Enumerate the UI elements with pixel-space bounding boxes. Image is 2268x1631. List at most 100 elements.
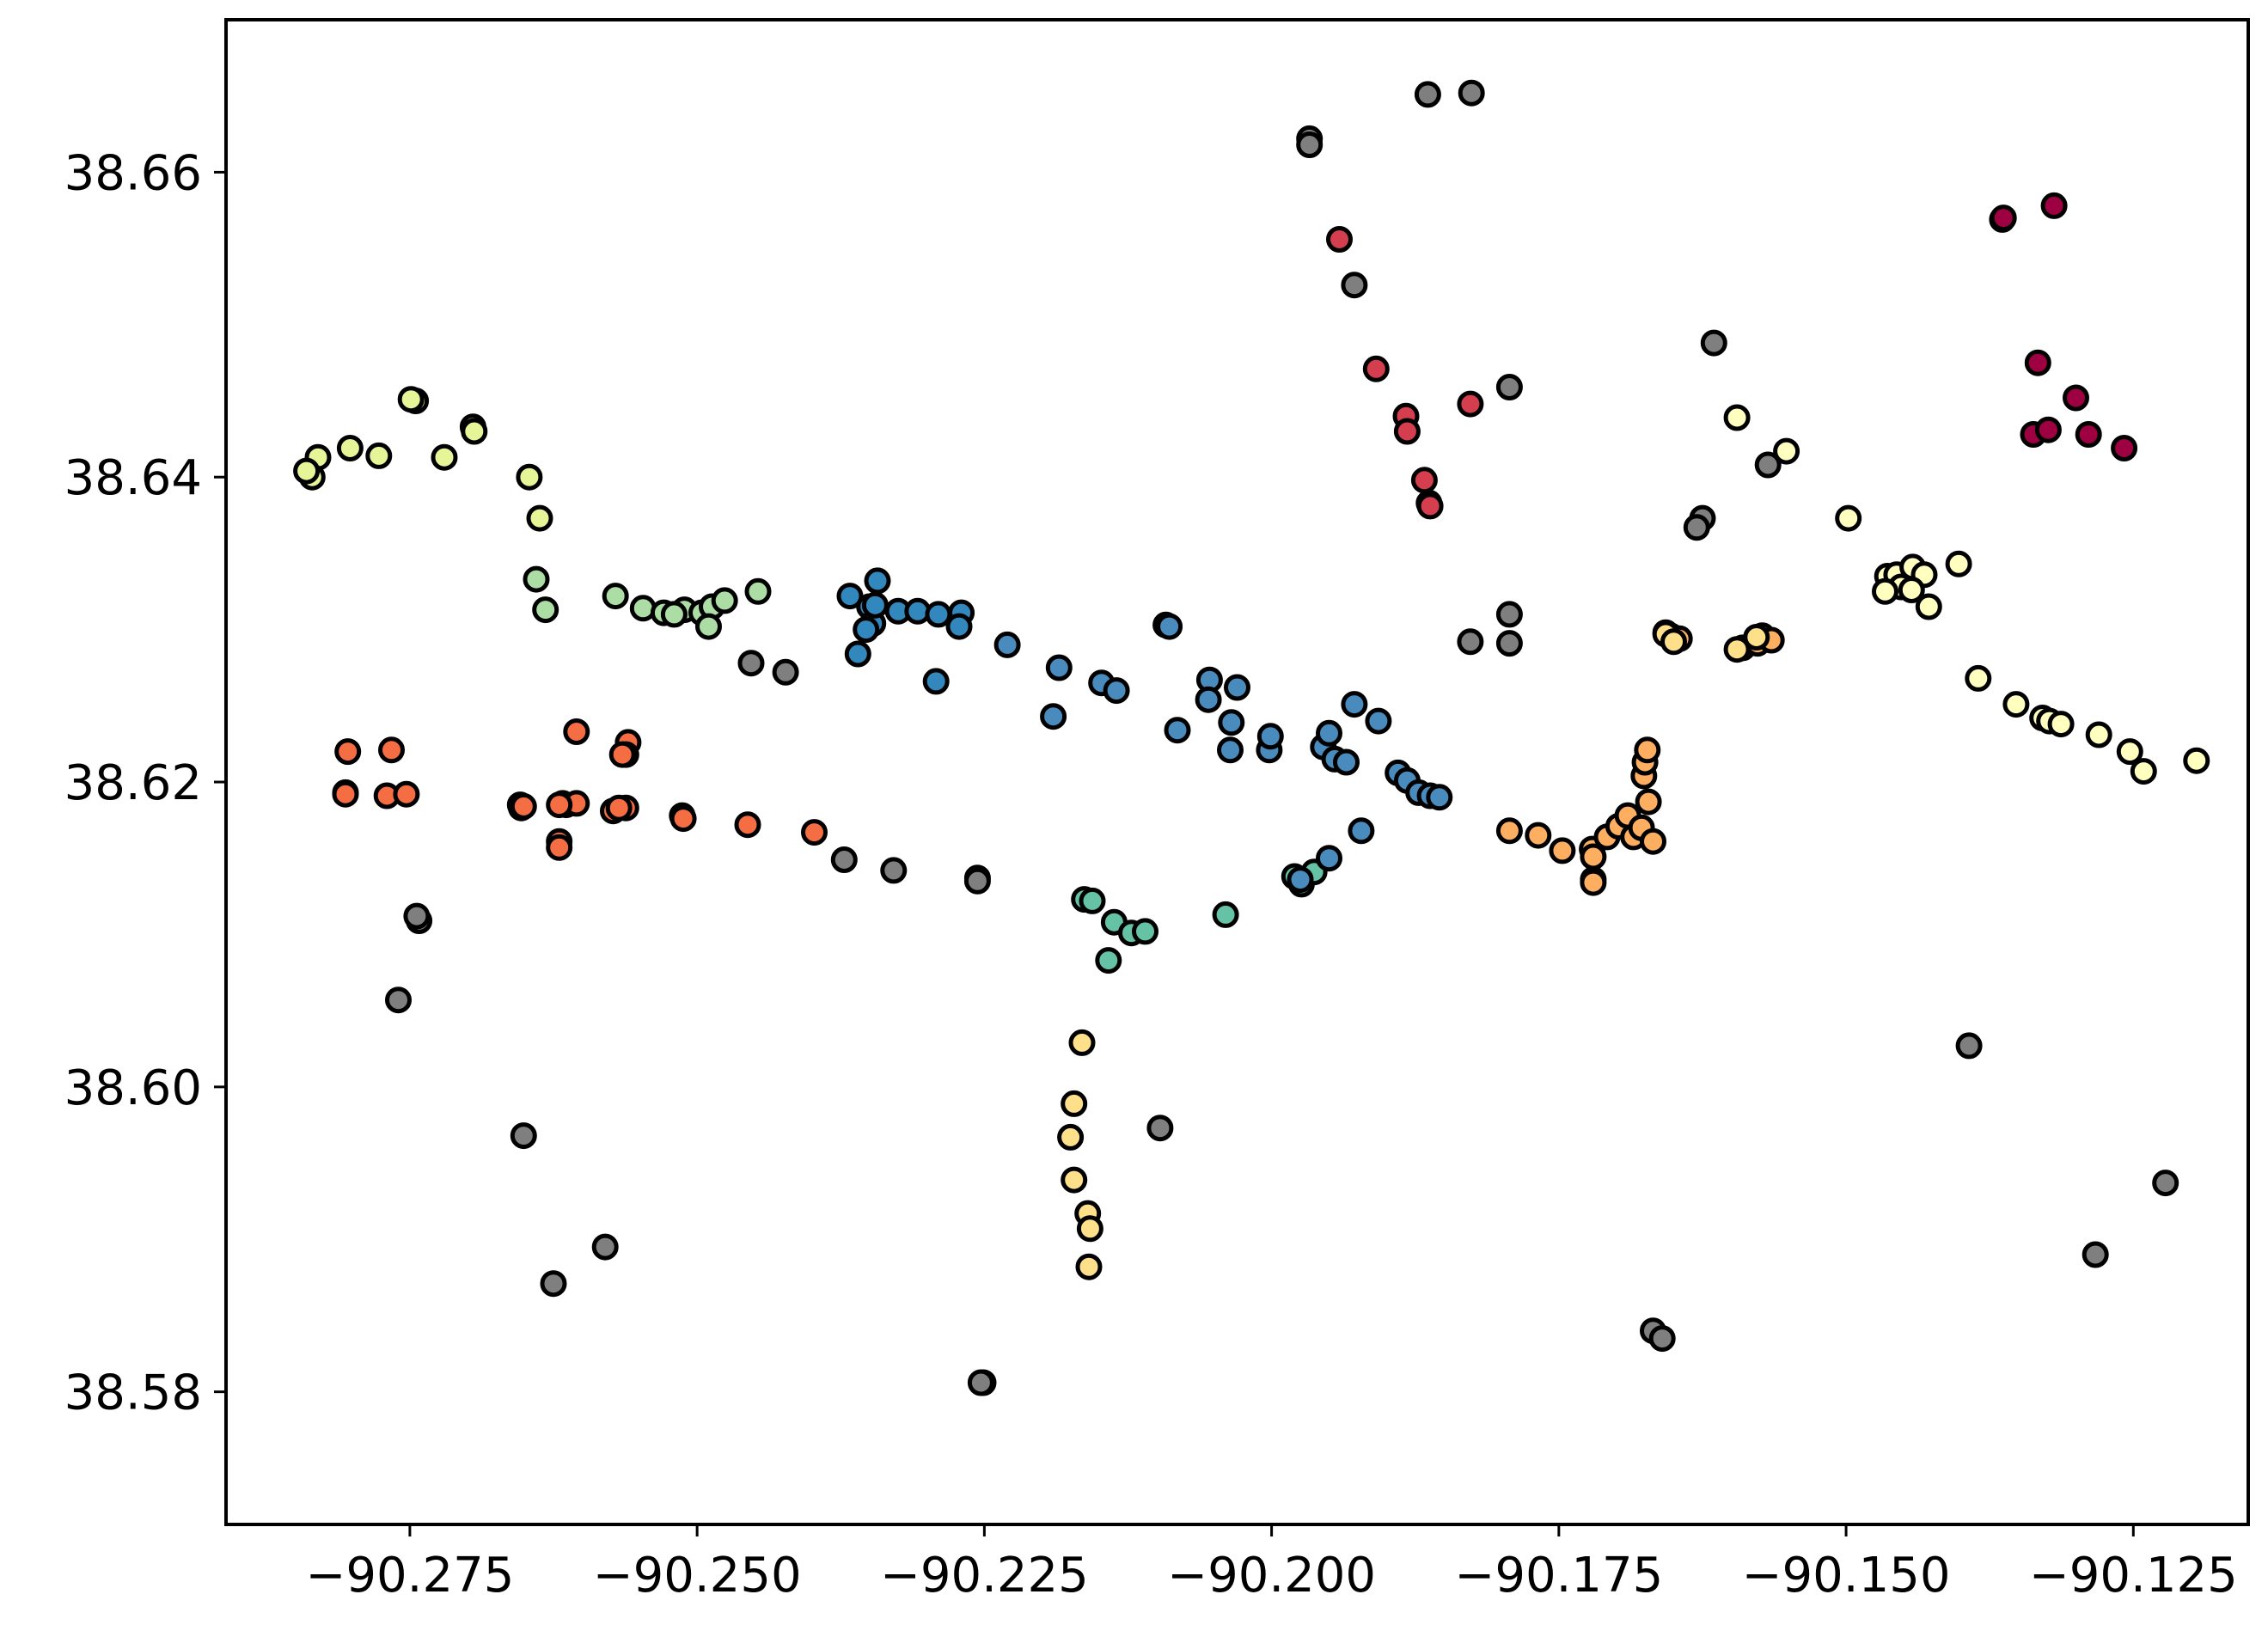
scatter-point — [1416, 492, 1444, 520]
scatter-point — [1835, 504, 1862, 532]
scatter-point — [397, 386, 425, 413]
scatter-point — [1341, 272, 1368, 299]
scatter-point — [925, 601, 952, 628]
scatter-point — [1410, 467, 1438, 494]
scatter-point — [1955, 1032, 1983, 1060]
scatter-point — [1580, 869, 1607, 896]
scatter-point — [669, 805, 697, 833]
x-tick-label: −90.250 — [593, 1548, 802, 1604]
x-tick-label: −90.175 — [1454, 1548, 1663, 1604]
scatter-point — [2152, 1170, 2179, 1197]
scatter-point — [2130, 758, 2157, 785]
scatter-point — [526, 504, 553, 532]
scatter-point — [1495, 601, 1523, 628]
scatter-point — [2002, 691, 2030, 718]
scatter-point — [801, 819, 828, 846]
scatter-point — [334, 738, 362, 766]
scatter-point — [734, 811, 761, 839]
scatter-point — [1316, 719, 1342, 747]
scatter-point — [1945, 550, 1972, 577]
scatter-point — [393, 780, 420, 808]
scatter-point — [737, 650, 765, 677]
scatter-point — [546, 791, 573, 819]
scatter-point — [1061, 1090, 1088, 1117]
scatter-point — [1156, 613, 1183, 640]
scatter-point — [1754, 451, 1782, 479]
scatter-point — [880, 857, 908, 884]
scatter-point — [772, 658, 799, 686]
scatter-point — [516, 463, 543, 491]
scatter-point — [1700, 329, 1727, 357]
scatter-point — [1457, 390, 1484, 418]
scatter-point — [1287, 866, 1314, 894]
scatter-point — [830, 846, 858, 873]
scatter-point — [608, 741, 636, 768]
y-tick-label: 38.64 — [64, 450, 202, 506]
scatter-point — [2040, 192, 2068, 219]
scatter-point — [864, 567, 891, 595]
scatter-point — [844, 640, 871, 668]
y-tick-label: 38.60 — [64, 1060, 202, 1116]
scatter-point — [1362, 355, 1390, 382]
scatter-point — [378, 736, 405, 764]
scatter-point — [1915, 593, 1942, 620]
scatter-point — [1333, 748, 1360, 776]
scatter-point — [1365, 707, 1392, 735]
scatter-point — [993, 631, 1021, 658]
scatter-point — [2047, 711, 2075, 738]
scatter-point — [1132, 918, 1158, 945]
scatter-point — [1195, 686, 1222, 713]
scatter-point — [293, 457, 321, 485]
scatter-point — [922, 668, 950, 695]
scatter-point — [332, 780, 359, 808]
scatter-point — [1341, 691, 1368, 718]
scatter-point — [1224, 674, 1250, 701]
scatter-point — [711, 587, 738, 614]
scatter-point — [2116, 738, 2143, 766]
scatter-point — [523, 565, 550, 593]
scatter-point — [1660, 628, 1687, 656]
scatter-point — [2024, 349, 2051, 376]
scatter-point — [836, 583, 864, 610]
scatter-point — [1458, 79, 1485, 107]
scatter-point — [1393, 418, 1421, 445]
x-tick-label: −90.275 — [305, 1548, 514, 1604]
y-tick-label: 38.66 — [64, 145, 202, 201]
scatter-point — [1525, 822, 1552, 849]
scatter-point — [861, 591, 889, 619]
scatter-point — [1635, 788, 1662, 816]
scatter-point — [1965, 664, 1992, 692]
scatter-point — [431, 443, 458, 471]
y-tick-label: 38.62 — [64, 755, 202, 811]
y-axis: 38.58 38.60 38.62 38.64 38.66 — [64, 145, 226, 1421]
scatter-point — [1773, 437, 1800, 465]
scatter-point — [2082, 1241, 2109, 1268]
scatter-point — [403, 902, 431, 930]
scatter-point — [1076, 1215, 1103, 1243]
scatter-point — [1045, 654, 1073, 681]
scatter-point — [1683, 514, 1710, 541]
scatter-point — [2075, 421, 2102, 448]
scatter-point — [461, 418, 488, 445]
points-layer — [293, 79, 2210, 1396]
scatter-point — [1634, 736, 1661, 764]
scatter-point — [1495, 374, 1523, 400]
scatter-point — [1075, 1253, 1103, 1280]
scatter-point — [1146, 1115, 1174, 1142]
scatter-point — [510, 792, 537, 820]
scatter-point — [563, 718, 590, 745]
scatter-point — [546, 834, 573, 861]
y-tick-label: 38.58 — [64, 1365, 202, 1421]
scatter-point — [1296, 131, 1324, 158]
plot-frame — [224, 18, 2250, 1526]
scatter-point — [1103, 677, 1130, 705]
scatter-point — [336, 435, 364, 461]
scatter-point — [2183, 747, 2210, 774]
scatter-point — [1057, 1123, 1085, 1151]
scatter-point — [695, 613, 722, 640]
scatter-point — [1079, 887, 1106, 914]
scatter-point — [1457, 628, 1484, 656]
scatter-point — [853, 616, 880, 644]
scatter-point — [660, 601, 688, 628]
